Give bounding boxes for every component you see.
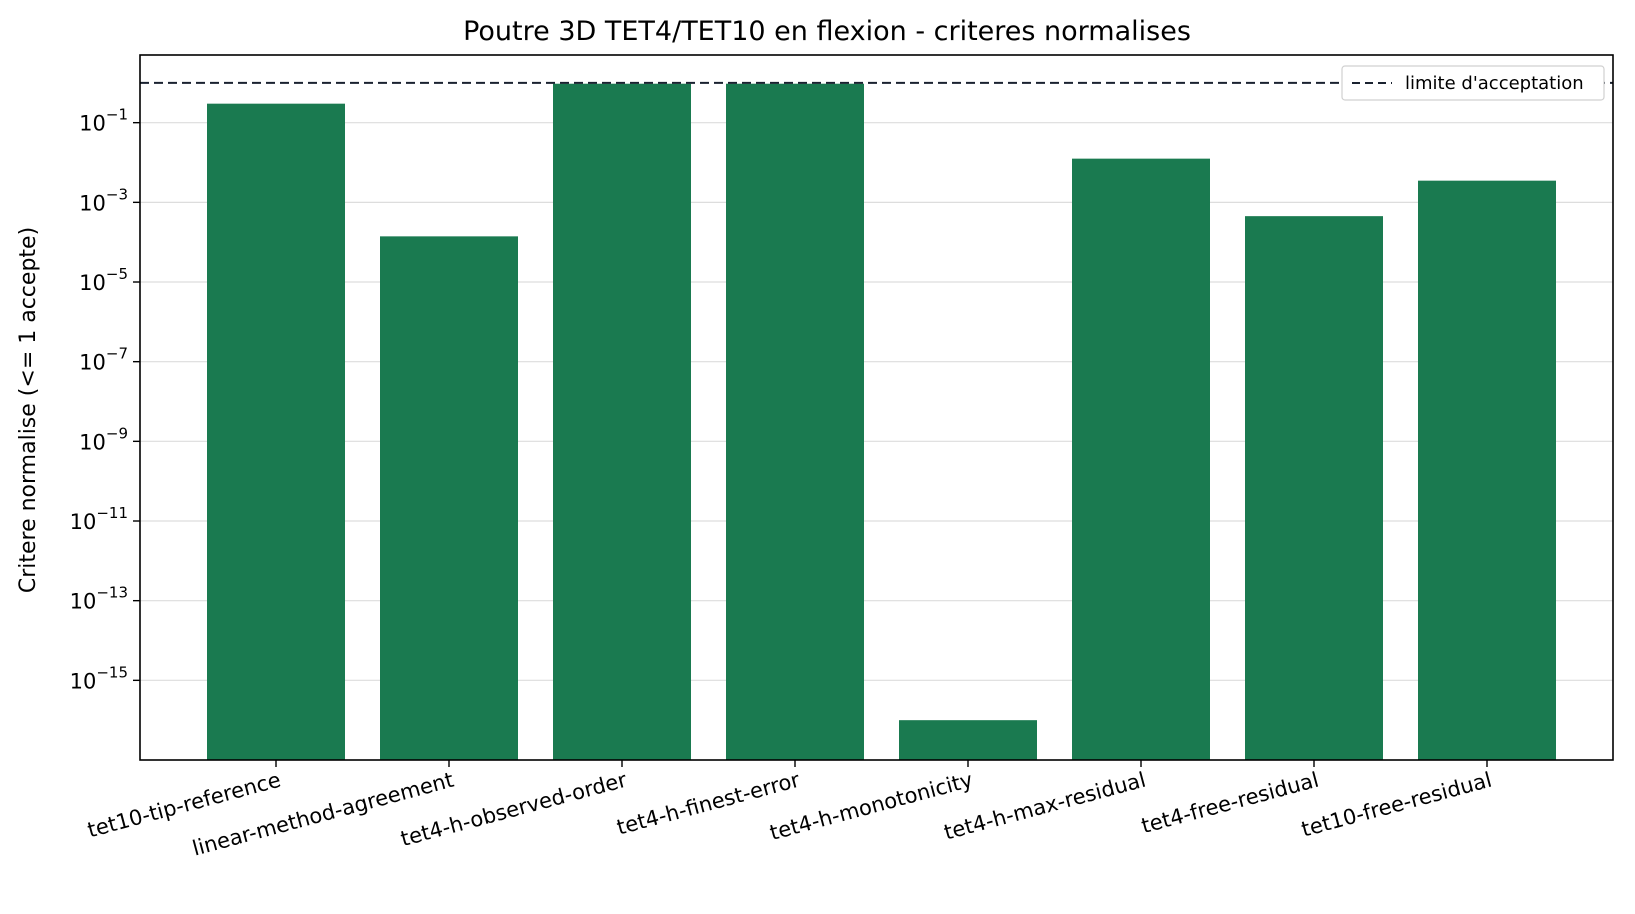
y-tick-label: 10−1 [79,106,128,136]
y-tick-label: 10−9 [79,424,128,454]
y-tick-base: 10 [79,351,106,375]
x-tick-label: tet4-h-max-residual [941,768,1148,845]
y-tick-label: 10−7 [79,345,128,375]
bar-tet10-tip-reference [207,103,345,761]
bar-tet10-free-residual [1418,180,1556,761]
y-tick-base: 10 [70,669,97,693]
bar-tet4-h-monotonicity [899,720,1037,760]
bar-linear-method-agreement [380,236,518,761]
y-tick-exponent: −1 [106,106,128,124]
chart-title: Poutre 3D TET4/TET10 en flexion - criter… [463,16,1191,47]
plot-frame [139,54,1614,761]
y-tick-base: 10 [79,271,106,295]
y-tick-base: 10 [70,510,97,534]
y-tick-exponent: −13 [96,584,128,602]
y-tick-label: 10−3 [79,185,128,215]
bar-tet4-h-finest-error [726,83,864,760]
bar-tet4-h-max-residual [1072,158,1210,760]
y-tick-exponent: −9 [106,424,128,442]
y-tick-exponent: −7 [106,345,128,363]
x-ticks: tet10-tip-referencelinear-method-agreeme… [85,760,1494,861]
y-tick-label: 10−5 [79,265,128,295]
bar-tet4-free-residual [1245,216,1383,761]
y-tick-base: 10 [79,191,106,215]
bars [207,83,1556,761]
x-tick-label: tet10-free-residual [1299,768,1494,842]
bar-tet4-h-observed-order [553,83,691,760]
y-tick-label: 10−13 [70,584,128,614]
y-tick-exponent: −5 [106,265,128,283]
legend-box [1341,65,1605,101]
y-tick-exponent: −11 [96,504,128,522]
x-tick-label: tet4-free-residual [1139,768,1322,838]
y-tick-label: 10−15 [70,663,128,693]
y-tick-base: 10 [79,430,106,454]
y-tick-exponent: −3 [106,185,128,203]
y-tick-base: 10 [70,590,97,614]
y-tick-label: 10−11 [70,504,128,534]
grid-lines [140,122,1613,681]
y-axis-label: Critere normalise (<= 1 accepte) [16,227,41,593]
legend-label: limite d'acceptation [1405,73,1584,94]
legend: limite d'acceptation [1341,65,1605,101]
y-tick-exponent: −15 [96,663,128,681]
y-tick-base: 10 [79,112,106,136]
